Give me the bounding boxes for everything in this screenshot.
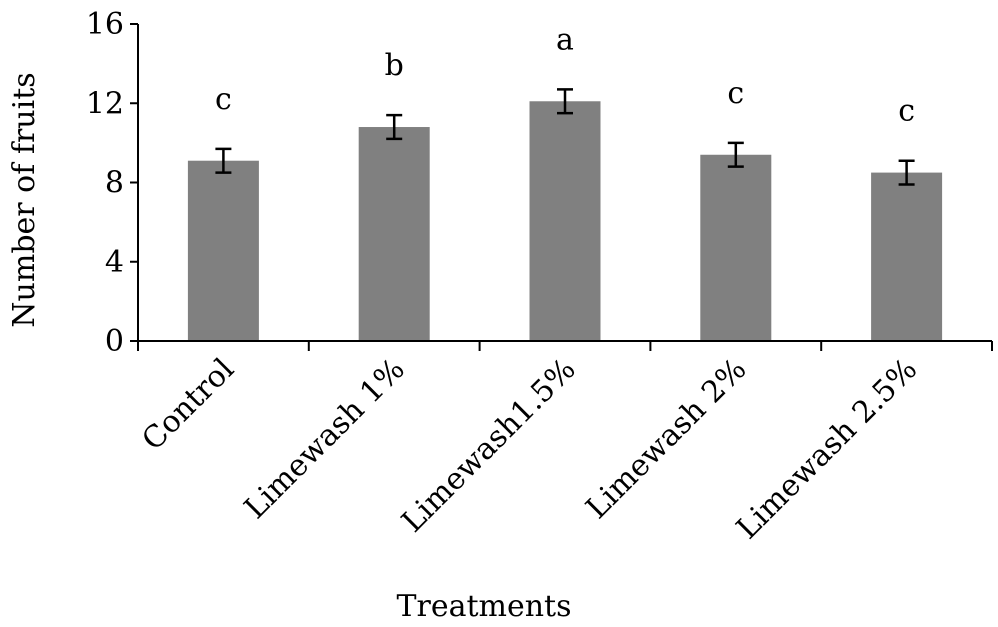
- y-ticks-group: 0 4 8 12 16: [86, 7, 138, 359]
- significance-letter: c: [727, 76, 744, 111]
- y-tick-label: 8: [105, 166, 124, 201]
- x-axis-title: Treatments: [396, 589, 571, 624]
- significance-letter: c: [898, 94, 915, 129]
- y-axis-title: Number of fruits: [7, 72, 42, 327]
- error-bars-group: [215, 88, 915, 186]
- bar: [871, 172, 943, 341]
- bar: [700, 154, 772, 341]
- significance-letter: a: [556, 22, 574, 57]
- significance-letter: c: [215, 82, 232, 117]
- bar: [529, 101, 601, 341]
- x-tick-label: Limewash 2%: [579, 352, 753, 526]
- significance-letters-group: c b a c c: [215, 22, 915, 128]
- bars-group: [187, 101, 943, 342]
- bar: [187, 160, 259, 341]
- significance-letter: b: [385, 48, 404, 83]
- y-tick-label: 4: [105, 245, 124, 280]
- x-tick-label: Limewash 1%: [238, 352, 412, 526]
- x-tick-label: Limewash1.5%: [395, 352, 583, 540]
- y-tick-label: 12: [86, 86, 124, 121]
- bar: [358, 127, 430, 342]
- x-tick-label: Limewash 2.5%: [730, 352, 924, 546]
- x-tick-label: Control: [135, 352, 241, 458]
- y-tick-label: 0: [105, 324, 124, 359]
- y-tick-label: 16: [86, 7, 124, 42]
